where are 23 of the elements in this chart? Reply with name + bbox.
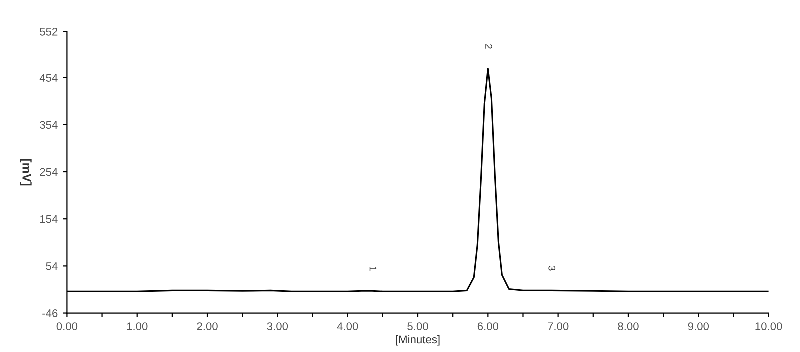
y-axis-title: [mV] (20, 159, 32, 186)
x-tick-label: 2.00 (197, 322, 218, 330)
y-tick-label: 454 (40, 74, 58, 82)
x-tick-label: 0.00 (56, 322, 78, 330)
x-tick-label: 1.00 (127, 322, 148, 330)
x-tick-label: 7.00 (548, 322, 569, 330)
x-tick-label: 5.00 (408, 322, 428, 330)
y-tick-label: 254 (40, 168, 58, 176)
x-tick-label: 3.00 (267, 322, 288, 330)
x-tick-label: 8.00 (618, 322, 639, 330)
x-tick-label: 6.00 (478, 322, 499, 330)
x-tick-label: 9.00 (688, 322, 710, 330)
annotation: 2 (486, 44, 492, 49)
annotation: 1 (370, 266, 377, 272)
x-tick-label: 4.00 (337, 322, 358, 330)
y-tick-label: 54 (46, 262, 58, 270)
x-tick-label: 10.00 (756, 322, 782, 330)
x-axis-title: [Minutes] (396, 335, 440, 346)
y-tick-label: 354 (40, 121, 58, 130)
y-tick-label: -46 (42, 310, 58, 318)
annotation: 3 (548, 266, 556, 271)
y-tick-label: 154 (40, 215, 58, 224)
y-tick-label: 552 (40, 28, 58, 36)
